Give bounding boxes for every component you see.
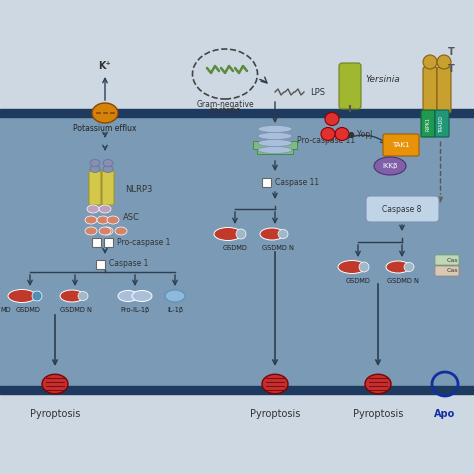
Bar xyxy=(104,237,113,246)
Ellipse shape xyxy=(78,292,88,301)
Ellipse shape xyxy=(338,261,366,273)
Ellipse shape xyxy=(92,103,118,123)
Ellipse shape xyxy=(90,159,100,166)
Text: K⁺: K⁺ xyxy=(99,61,111,71)
FancyBboxPatch shape xyxy=(435,110,449,137)
Text: Potassium efflux: Potassium efflux xyxy=(73,124,137,133)
Text: Pyroptosis: Pyroptosis xyxy=(353,409,403,419)
Ellipse shape xyxy=(42,374,68,394)
Text: Cas: Cas xyxy=(447,268,458,273)
Text: Cas: Cas xyxy=(447,257,458,263)
Ellipse shape xyxy=(359,262,369,272)
Ellipse shape xyxy=(32,291,42,301)
Text: RIPK1: RIPK1 xyxy=(426,117,430,131)
Ellipse shape xyxy=(103,159,113,166)
Text: Pyroptosis: Pyroptosis xyxy=(250,409,300,419)
Ellipse shape xyxy=(236,229,246,239)
Ellipse shape xyxy=(278,229,288,238)
Ellipse shape xyxy=(8,290,36,302)
Ellipse shape xyxy=(325,112,339,126)
Ellipse shape xyxy=(85,216,97,224)
Bar xyxy=(0,114,474,394)
Ellipse shape xyxy=(87,205,99,213)
Bar xyxy=(0,386,474,394)
Ellipse shape xyxy=(103,165,113,173)
Ellipse shape xyxy=(99,227,111,235)
Text: ASC: ASC xyxy=(123,212,140,221)
Bar xyxy=(92,237,101,246)
Text: GSDMD: GSDMD xyxy=(223,245,247,251)
Text: GSDMD: GSDMD xyxy=(346,278,371,284)
Text: NLRP3: NLRP3 xyxy=(125,184,152,193)
Ellipse shape xyxy=(260,228,284,240)
FancyBboxPatch shape xyxy=(383,134,419,156)
Ellipse shape xyxy=(386,261,410,273)
Ellipse shape xyxy=(101,227,113,235)
Ellipse shape xyxy=(335,128,349,140)
Bar xyxy=(0,394,474,474)
Ellipse shape xyxy=(214,228,242,240)
FancyBboxPatch shape xyxy=(437,67,451,113)
FancyBboxPatch shape xyxy=(89,171,101,205)
Ellipse shape xyxy=(258,146,292,154)
Text: GSDMD N: GSDMD N xyxy=(387,278,419,284)
Text: ● YopJ: ● YopJ xyxy=(348,129,373,138)
Ellipse shape xyxy=(321,128,335,140)
Text: TAK1: TAK1 xyxy=(392,142,410,148)
Ellipse shape xyxy=(60,290,84,302)
Text: GSDMD: GSDMD xyxy=(16,307,40,313)
Text: Gram-negative: Gram-negative xyxy=(196,100,254,109)
Ellipse shape xyxy=(437,55,451,69)
Ellipse shape xyxy=(90,165,100,173)
Text: MD: MD xyxy=(0,307,10,313)
Text: Yersinia: Yersinia xyxy=(365,74,400,83)
Ellipse shape xyxy=(258,126,292,133)
Ellipse shape xyxy=(374,157,406,175)
Bar xyxy=(263,177,272,186)
Text: IL-1β: IL-1β xyxy=(167,307,183,313)
FancyBboxPatch shape xyxy=(435,266,459,276)
Text: Caspase 8: Caspase 8 xyxy=(383,204,422,213)
Text: GSDMD N: GSDMD N xyxy=(60,307,92,313)
Text: T: T xyxy=(448,64,455,74)
Ellipse shape xyxy=(262,374,288,394)
FancyBboxPatch shape xyxy=(366,196,439,222)
Bar xyxy=(0,0,474,114)
Text: Pro-IL-1β: Pro-IL-1β xyxy=(120,307,150,313)
Text: GSDMD N: GSDMD N xyxy=(262,245,294,251)
FancyBboxPatch shape xyxy=(435,255,459,265)
Ellipse shape xyxy=(115,227,127,235)
FancyBboxPatch shape xyxy=(102,171,114,205)
Bar xyxy=(97,259,106,268)
Ellipse shape xyxy=(258,139,292,146)
Text: Pro-caspase 11: Pro-caspase 11 xyxy=(297,136,355,145)
Text: Apo: Apo xyxy=(434,409,456,419)
Text: LPS: LPS xyxy=(310,88,325,97)
Ellipse shape xyxy=(107,216,119,224)
Text: Caspase 1: Caspase 1 xyxy=(109,259,148,268)
Ellipse shape xyxy=(99,205,111,213)
Ellipse shape xyxy=(85,227,97,235)
Text: Pyroptosis: Pyroptosis xyxy=(30,409,80,419)
Text: TRADD: TRADD xyxy=(439,116,445,133)
Ellipse shape xyxy=(365,374,391,394)
Text: Caspase 11: Caspase 11 xyxy=(275,177,319,186)
Text: T: T xyxy=(448,47,455,57)
FancyBboxPatch shape xyxy=(339,63,361,109)
Ellipse shape xyxy=(165,290,185,302)
Text: IKKβ: IKKβ xyxy=(383,163,398,169)
Ellipse shape xyxy=(97,216,109,224)
Bar xyxy=(0,109,474,117)
Ellipse shape xyxy=(258,133,292,139)
FancyBboxPatch shape xyxy=(423,67,437,113)
FancyBboxPatch shape xyxy=(421,110,435,137)
Bar xyxy=(257,149,293,154)
Text: Pro-caspase 1: Pro-caspase 1 xyxy=(117,237,170,246)
Ellipse shape xyxy=(132,291,152,301)
Text: bacteria: bacteria xyxy=(209,106,241,115)
Ellipse shape xyxy=(423,55,437,69)
Bar xyxy=(253,141,297,149)
Ellipse shape xyxy=(118,291,138,301)
Ellipse shape xyxy=(404,263,414,272)
